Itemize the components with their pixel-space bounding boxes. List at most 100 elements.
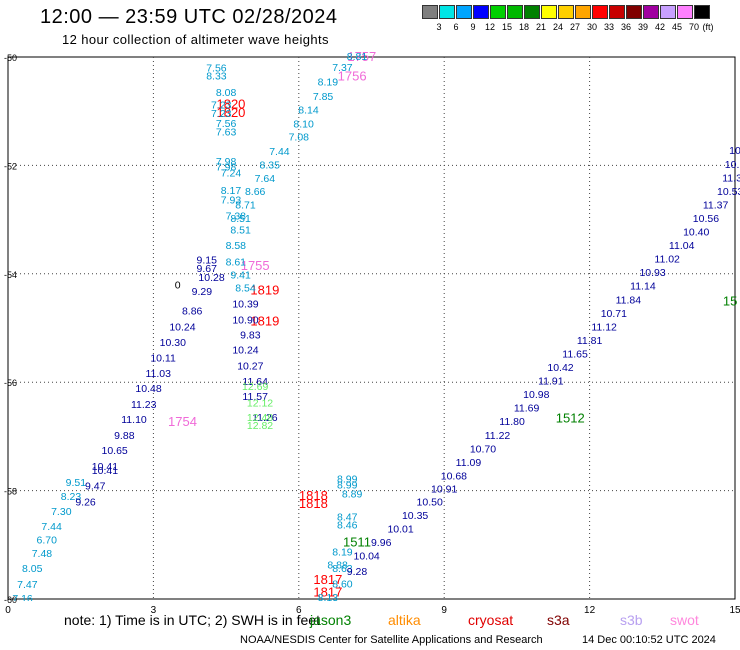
data-point-label: 8.63 bbox=[332, 563, 353, 575]
x-tick-label: 0 bbox=[5, 605, 11, 616]
data-point-label: 10.01 bbox=[387, 524, 413, 536]
data-point-label: 9.51 bbox=[66, 477, 87, 489]
data-point-label: 1819 bbox=[250, 283, 279, 298]
data-labels-group: 1820182018191819181818181817181717571756… bbox=[12, 49, 740, 650]
data-point-label: 8.23 bbox=[201, 636, 222, 648]
data-point-label: 9.41 bbox=[230, 269, 251, 281]
data-point-label: 11.34 bbox=[722, 172, 740, 184]
data-point-label: 11.02 bbox=[654, 254, 680, 266]
data-point-label: 9.26 bbox=[75, 496, 96, 508]
color-scale-label: 45 bbox=[671, 22, 682, 32]
data-point-label: 7.23 bbox=[211, 108, 232, 120]
data-point-label: 7.30 bbox=[51, 506, 72, 518]
data-point-label: 10.41 bbox=[92, 465, 118, 477]
data-point-label: 8.35 bbox=[260, 159, 281, 171]
color-scale-label: 30 bbox=[586, 22, 597, 32]
data-point-label: 8.47 bbox=[337, 512, 358, 524]
color-scale-swatch bbox=[422, 5, 438, 19]
data-point-label: 8.58 bbox=[226, 240, 247, 252]
data-point-label: 8.19 bbox=[318, 76, 339, 88]
data-point-label: 7.44 bbox=[41, 521, 62, 533]
data-point-label: 11.57 bbox=[242, 391, 268, 403]
satellite-legend-cryosat: cryosat bbox=[468, 612, 514, 628]
data-point-label: 7.47 bbox=[17, 579, 38, 591]
color-scale-swatch bbox=[626, 5, 642, 19]
data-point-label: 1818 bbox=[299, 496, 328, 511]
data-point-label: 7.63 bbox=[216, 126, 237, 138]
data-point-label: 11.14 bbox=[630, 281, 656, 293]
data-point-label: 9.47 bbox=[85, 481, 106, 493]
data-point-label: 8.17 bbox=[216, 630, 237, 642]
data-point-label: 15 bbox=[723, 293, 737, 308]
data-point-label: 1512 bbox=[556, 411, 585, 426]
color-scale-swatch bbox=[575, 5, 591, 19]
data-point-label: 1755 bbox=[241, 258, 270, 273]
color-scale-label: 24 bbox=[552, 22, 563, 32]
data-point-label: 10.28 bbox=[198, 272, 224, 284]
data-point-label: 11.22 bbox=[485, 430, 511, 442]
data-point-label: 10.41 bbox=[92, 461, 118, 473]
data-point-label: 8.51 bbox=[230, 213, 251, 225]
data-point-label: 7.08 bbox=[289, 132, 310, 144]
data-point-label: 8.54 bbox=[235, 282, 256, 294]
data-point-label: 8.51 bbox=[230, 224, 251, 236]
x-tick-label: 9 bbox=[441, 605, 447, 616]
data-point-label: 10.71 bbox=[601, 308, 627, 320]
data-point-label: 8.35 bbox=[177, 642, 198, 650]
color-scale-swatch bbox=[677, 5, 693, 19]
color-scale-label: 21 bbox=[535, 22, 546, 32]
data-point-label: 10.27 bbox=[237, 360, 263, 372]
satellite-legend-s3a: s3a bbox=[547, 612, 570, 628]
data-point-label: 12.12 bbox=[247, 397, 273, 409]
data-point-label: 10.24 bbox=[232, 345, 258, 357]
data-point-label: 10.70 bbox=[470, 443, 496, 455]
data-point-label: 10.35 bbox=[402, 510, 428, 522]
data-point-label: 10.24 bbox=[169, 321, 195, 333]
color-scale-unit: (ft) bbox=[702, 22, 714, 32]
data-point-label: 7.44 bbox=[269, 146, 290, 158]
note-text: note: 1) Time is in UTC; 2) SWH is in fe… bbox=[64, 612, 320, 628]
data-point-label: 8.08 bbox=[216, 87, 237, 99]
data-point-label: 9.96 bbox=[371, 537, 392, 549]
data-point-label: 8.89 bbox=[342, 488, 363, 500]
data-point-label: 12.48 bbox=[247, 412, 273, 424]
data-point-label: 10.65 bbox=[101, 445, 127, 457]
data-point-label: 7.56 bbox=[216, 118, 237, 130]
data-point-label: 8.19 bbox=[332, 546, 353, 558]
data-point-label: 7.85 bbox=[313, 91, 334, 103]
y-tick-label: -50 bbox=[4, 53, 17, 63]
color-scale-label: 6 bbox=[453, 22, 459, 32]
data-point-label: 10.48 bbox=[135, 383, 161, 395]
data-point-label: 7.38 bbox=[226, 210, 247, 222]
data-point-label: 8.46 bbox=[337, 520, 358, 532]
data-point-label: 11.12 bbox=[591, 321, 617, 333]
data-point-label: 10.56 bbox=[693, 213, 719, 225]
data-point-label: 8.17 bbox=[221, 185, 242, 197]
data-point-label: 10.90 bbox=[232, 314, 258, 326]
data-point-label: 11.81 bbox=[577, 335, 603, 347]
data-point-label: 11.10 bbox=[121, 414, 147, 426]
data-point-label: 11.84 bbox=[616, 294, 642, 306]
color-scale-swatch bbox=[609, 5, 625, 19]
data-point-label: 8.33 bbox=[206, 70, 227, 82]
data-point-label: 11.04 bbox=[669, 240, 695, 252]
data-point-label: 1819 bbox=[250, 313, 279, 328]
data-point-label: 9.29 bbox=[192, 286, 213, 298]
data-point-label: 9.15 bbox=[196, 255, 217, 267]
data-point-label: 9.28 bbox=[347, 566, 368, 578]
color-scale-label: 36 bbox=[620, 22, 631, 32]
color-scale-swatch bbox=[473, 5, 489, 19]
satellite-legend-swot: swot bbox=[670, 612, 699, 628]
data-point-label: 7.98 bbox=[216, 156, 237, 168]
data-point-label: 11.23 bbox=[131, 399, 157, 411]
data-point-label: 1757 bbox=[347, 49, 376, 64]
data-point-label: 11.91 bbox=[538, 376, 564, 388]
data-point-label: 10.04 bbox=[354, 551, 380, 563]
color-scale-label: 3 bbox=[436, 22, 442, 32]
footer-timestamp: 14 Dec 00:10:52 UTC 2024 bbox=[582, 634, 716, 646]
data-point-label: 1511 bbox=[343, 535, 371, 550]
satellite-legend-s3b: s3b bbox=[620, 612, 643, 628]
color-scale-swatch bbox=[643, 5, 659, 19]
data-point-label: 1818 bbox=[299, 488, 328, 503]
data-point-label: 7.16 bbox=[12, 593, 33, 605]
